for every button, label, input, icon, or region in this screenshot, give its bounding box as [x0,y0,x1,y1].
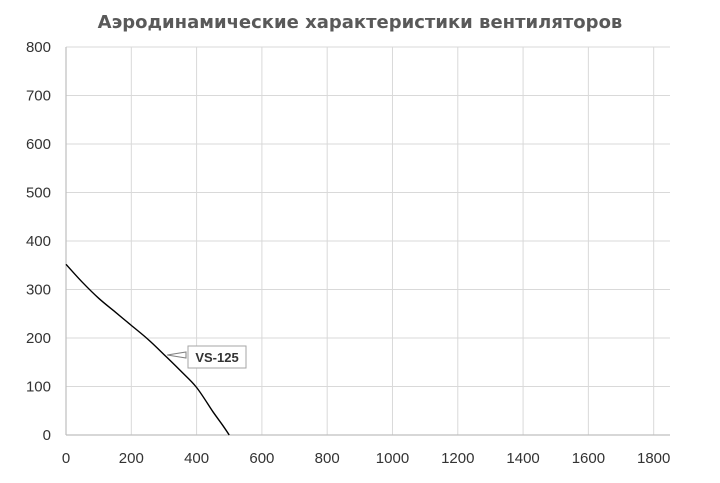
y-tick-label: 400 [26,233,51,250]
x-tick-label: 200 [119,450,144,467]
series-layer [65,263,230,436]
annotations: VS-125 [167,345,247,369]
callout-leader [167,351,187,359]
y-tick-label: 600 [26,136,51,153]
callout-box [187,345,247,369]
x-tick-label: 1000 [376,450,409,467]
x-tick-label: 1600 [572,450,605,467]
x-tick-label: 1200 [441,450,474,467]
grid [66,46,670,435]
y-tick-label: 500 [26,185,51,202]
series-line-vs-125 [65,263,230,436]
x-tick-label: 400 [184,450,209,467]
x-tick-label: 1800 [637,450,670,467]
y-tick-label: 700 [26,88,51,105]
y-tick-label: 100 [26,379,51,396]
x-tick-label: 800 [315,450,340,467]
x-tick-label: 1400 [506,450,539,467]
series-callout-label: VS-125 [195,350,238,365]
chart-title: Аэродинамические характеристики вентилят… [97,12,623,33]
x-tick-label: 600 [249,450,274,467]
tick-labels: 0 200 400 600 800 1000 1200 1400 1600 1800 0 100 200… [26,39,670,467]
y-tick-label: 200 [26,330,51,347]
x-tick-label: 0 [62,450,70,467]
axes [65,47,670,436]
y-tick-label: 800 [26,39,51,56]
y-tick-label: 300 [26,282,51,299]
y-tick-label: 0 [43,427,51,444]
